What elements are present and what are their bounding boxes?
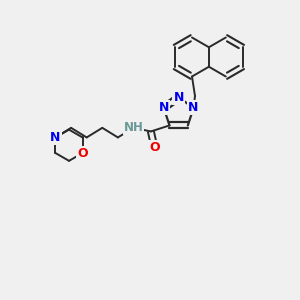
Text: N: N — [159, 101, 169, 115]
Text: O: O — [149, 141, 160, 154]
Text: O: O — [77, 146, 88, 160]
Text: N: N — [50, 131, 61, 144]
Text: N: N — [173, 91, 184, 104]
Text: N: N — [188, 101, 199, 115]
Text: NH: NH — [124, 121, 143, 134]
